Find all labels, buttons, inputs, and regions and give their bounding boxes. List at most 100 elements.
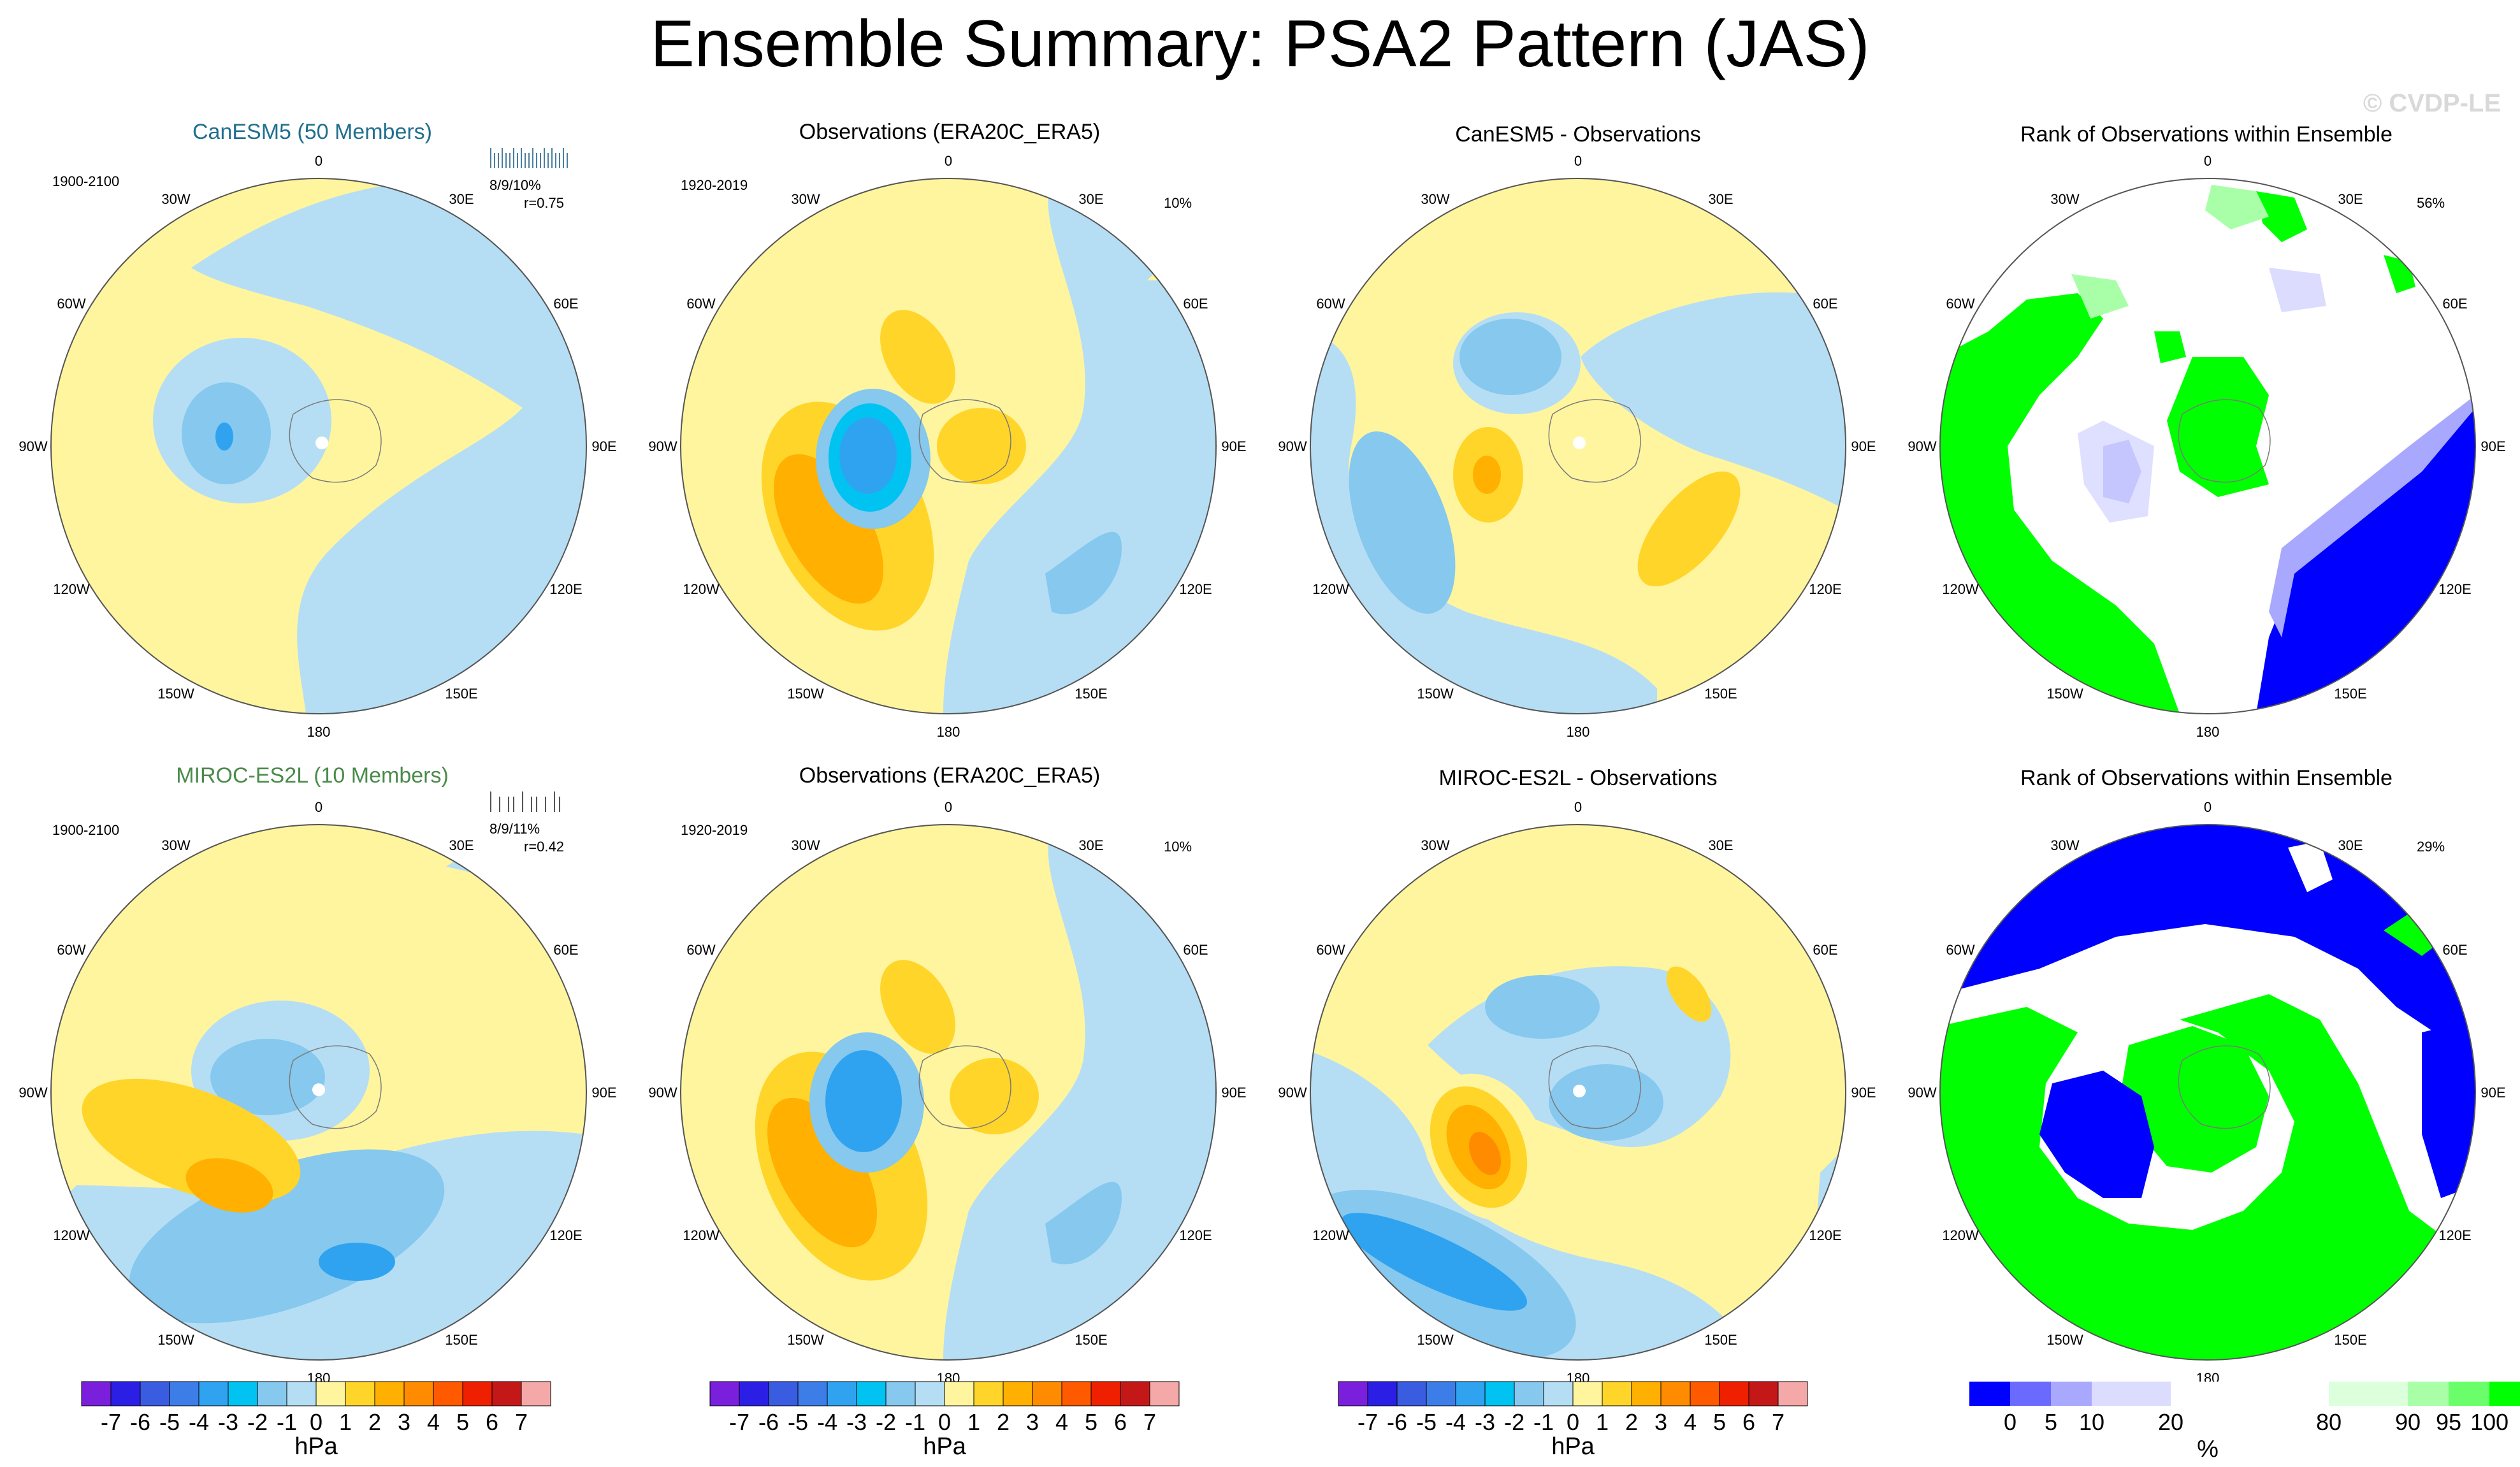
colorbar-tick-label: -3: [218, 1409, 238, 1435]
map-obs-2: [681, 825, 1216, 1360]
longitude-label: 30W: [791, 191, 820, 207]
longitude-label: 150W: [1417, 686, 1454, 702]
colorbar-swatch: [1748, 1381, 1779, 1406]
map-rank-2: [1940, 825, 2475, 1360]
colorbar-swatch: [110, 1381, 141, 1406]
colorbar-swatch: [709, 1381, 740, 1406]
antarctica-coastline: [1548, 1045, 1641, 1129]
longitude-label: 60E: [1813, 296, 1837, 312]
colorbar-swatch: [315, 1381, 346, 1406]
longitude-label: 30W: [161, 191, 190, 207]
colorbar-tick-label: -7: [101, 1409, 121, 1435]
colorbar-tick-label: 3: [398, 1409, 410, 1435]
colorbar-tick-label: 0: [1567, 1409, 1579, 1435]
longitude-label: 90E: [591, 438, 616, 454]
colorbar-tick-label: 7: [1772, 1409, 1785, 1435]
longitude-label: 30W: [1421, 191, 1449, 207]
colorbar-tick-label: 1: [1596, 1409, 1609, 1435]
longitude-label: 30W: [1421, 837, 1449, 853]
longitude-label: 90W: [1908, 1085, 1936, 1101]
colorbar-tick-label: 80: [2316, 1409, 2342, 1435]
longitude-label: 60E: [1183, 296, 1208, 312]
panel-title-model-1: CanESM5 (50 Members): [0, 120, 625, 145]
longitude-label: 90W: [1908, 438, 1936, 454]
longitude-label: 180: [1567, 724, 1590, 740]
colorbar-swatch: [1061, 1381, 1092, 1406]
colorbar-rank: 0 5 10 20 80 90 95 100%: [1969, 1382, 2520, 1463]
longitude-label: 120W: [53, 581, 90, 597]
longitude-label: 30E: [1078, 191, 1103, 207]
colorbar-1: -7 -6 -5 -4 -3 -2 -1 0 1 2 3 4 5 6 7 hPa: [81, 1381, 551, 1460]
longitude-label: 90E: [1851, 438, 1876, 454]
colorbar-tick-label: -1: [905, 1409, 925, 1435]
years-obs-1: 1920-2019: [681, 177, 748, 193]
longitude-label: 150E: [2334, 686, 2366, 702]
longitude-label: 60W: [686, 942, 715, 958]
longitude-label: 150E: [1704, 1332, 1737, 1348]
colorbar-tick-label: -4: [189, 1409, 209, 1435]
colorbar-swatch: [198, 1381, 229, 1406]
colorbar-swatch: [1631, 1381, 1662, 1406]
longitude-label: 150E: [2334, 1332, 2366, 1348]
colorbar-swatch: [1660, 1381, 1691, 1406]
panel-title-model-2: MIROC-ES2L (10 Members): [0, 763, 625, 788]
colorbar-swatch: [1543, 1381, 1574, 1406]
panel-title-obs-2: Observations (ERA20C_ERA5): [799, 763, 1101, 788]
colorbar-swatch: [2489, 1382, 2520, 1406]
colorbar-tick-label: 3: [1655, 1409, 1667, 1435]
stats-model-2: 8/9/11%: [489, 821, 540, 837]
colorbar-tick-label: 2: [997, 1409, 1010, 1435]
colorbar-tick-label: 0: [310, 1409, 322, 1435]
longitude-label: 30W: [2050, 837, 2079, 853]
mini-ticks-2: [490, 791, 560, 812]
longitude-label: 150W: [787, 1332, 824, 1348]
map-border: [1939, 178, 2476, 714]
colorbar-swatch: [2449, 1382, 2489, 1406]
colorbar-swatch: [2171, 1382, 2250, 1406]
map-obs-1: [681, 178, 1216, 714]
colorbar-swatch: [1514, 1381, 1544, 1406]
colorbar-tick-label: 4: [427, 1409, 440, 1435]
colorbar-tick-label: 0: [938, 1409, 951, 1435]
longitude-label: 60W: [1946, 296, 1974, 312]
corr-model-1: r=0.75: [524, 195, 564, 211]
colorbar-swatch: [286, 1381, 317, 1406]
colorbar-swatch: [169, 1381, 199, 1406]
colorbar-tick-label: -3: [1475, 1409, 1495, 1435]
colorbar-swatch: [1484, 1381, 1515, 1406]
pct-obs-1: 10%: [1164, 195, 1192, 211]
map-rank-1: [1940, 178, 2475, 714]
longitude-label: 0: [945, 799, 952, 815]
longitude-label: 60E: [553, 296, 578, 312]
map-border: [50, 824, 587, 1361]
colorbar-tick-label: -4: [817, 1409, 837, 1435]
longitude-label: 30E: [449, 837, 474, 853]
longitude-label: 120W: [683, 581, 720, 597]
longitude-label: 90E: [2480, 1085, 2505, 1101]
map-border: [50, 178, 587, 714]
map-diff-1: [1310, 178, 1846, 714]
antarctica-coastline: [289, 399, 382, 483]
longitude-label: 120W: [1312, 1227, 1349, 1243]
longitude-label: 60E: [553, 942, 578, 958]
colorbar-swatch: [345, 1381, 375, 1406]
colorbar-swatch: [1719, 1381, 1749, 1406]
longitude-label: 150W: [2046, 1332, 2083, 1348]
colorbar-tick-label: -5: [788, 1409, 808, 1435]
longitude-label: 30E: [449, 191, 474, 207]
longitude-label: 120E: [1179, 581, 1212, 597]
colorbar-tick-label: 2: [1625, 1409, 1638, 1435]
longitude-label: 60E: [1813, 942, 1837, 958]
colorbar-swatch: [1120, 1381, 1150, 1406]
longitude-label: 30W: [791, 837, 820, 853]
colorbar-swatch: [797, 1381, 828, 1406]
colorbar-tick-label: -2: [1504, 1409, 1524, 1435]
colorbar-tick-label: 7: [1143, 1409, 1156, 1435]
colorbar-swatch: [1969, 1382, 2010, 1406]
colorbar-swatch: [257, 1381, 287, 1406]
longitude-label: 30E: [2338, 191, 2363, 207]
colorbar-tick-label: 7: [515, 1409, 528, 1435]
longitude-label: 180: [937, 724, 960, 740]
longitude-label: 150E: [1075, 1332, 1107, 1348]
colorbar-tick-label: -6: [130, 1409, 150, 1435]
